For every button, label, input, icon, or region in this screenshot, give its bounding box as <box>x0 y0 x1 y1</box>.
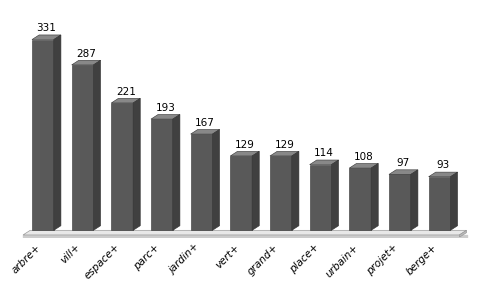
Polygon shape <box>371 164 378 230</box>
Polygon shape <box>450 172 457 230</box>
Polygon shape <box>94 60 101 230</box>
Polygon shape <box>72 60 101 65</box>
Polygon shape <box>23 230 467 235</box>
Polygon shape <box>349 164 378 168</box>
Text: 114: 114 <box>314 148 334 158</box>
Polygon shape <box>230 151 259 156</box>
Text: 97: 97 <box>397 158 410 168</box>
Text: 129: 129 <box>275 140 294 150</box>
Text: 93: 93 <box>436 160 450 170</box>
Polygon shape <box>270 156 292 230</box>
Polygon shape <box>411 170 418 230</box>
Polygon shape <box>72 65 94 230</box>
Polygon shape <box>111 103 133 230</box>
Polygon shape <box>54 35 61 230</box>
Polygon shape <box>133 98 140 230</box>
Polygon shape <box>429 177 450 230</box>
Polygon shape <box>151 119 173 230</box>
Text: 193: 193 <box>156 103 175 113</box>
Text: 129: 129 <box>235 140 255 150</box>
Text: 108: 108 <box>354 152 373 162</box>
Polygon shape <box>151 115 180 119</box>
Polygon shape <box>230 156 252 230</box>
Text: 167: 167 <box>195 118 215 128</box>
Text: 221: 221 <box>116 87 136 97</box>
Polygon shape <box>349 168 371 230</box>
Polygon shape <box>173 115 180 230</box>
Text: 287: 287 <box>76 49 96 59</box>
Polygon shape <box>111 98 140 103</box>
Polygon shape <box>429 172 457 177</box>
Polygon shape <box>389 170 418 174</box>
Polygon shape <box>252 151 259 230</box>
Polygon shape <box>389 174 411 230</box>
Polygon shape <box>332 160 338 230</box>
Polygon shape <box>292 151 299 230</box>
Text: 331: 331 <box>36 23 56 33</box>
Polygon shape <box>310 160 338 165</box>
Polygon shape <box>213 129 219 230</box>
Polygon shape <box>459 230 467 237</box>
Polygon shape <box>270 151 299 156</box>
Polygon shape <box>191 129 219 134</box>
Polygon shape <box>32 35 61 40</box>
Polygon shape <box>32 40 54 230</box>
Polygon shape <box>191 134 213 230</box>
Polygon shape <box>310 165 332 230</box>
